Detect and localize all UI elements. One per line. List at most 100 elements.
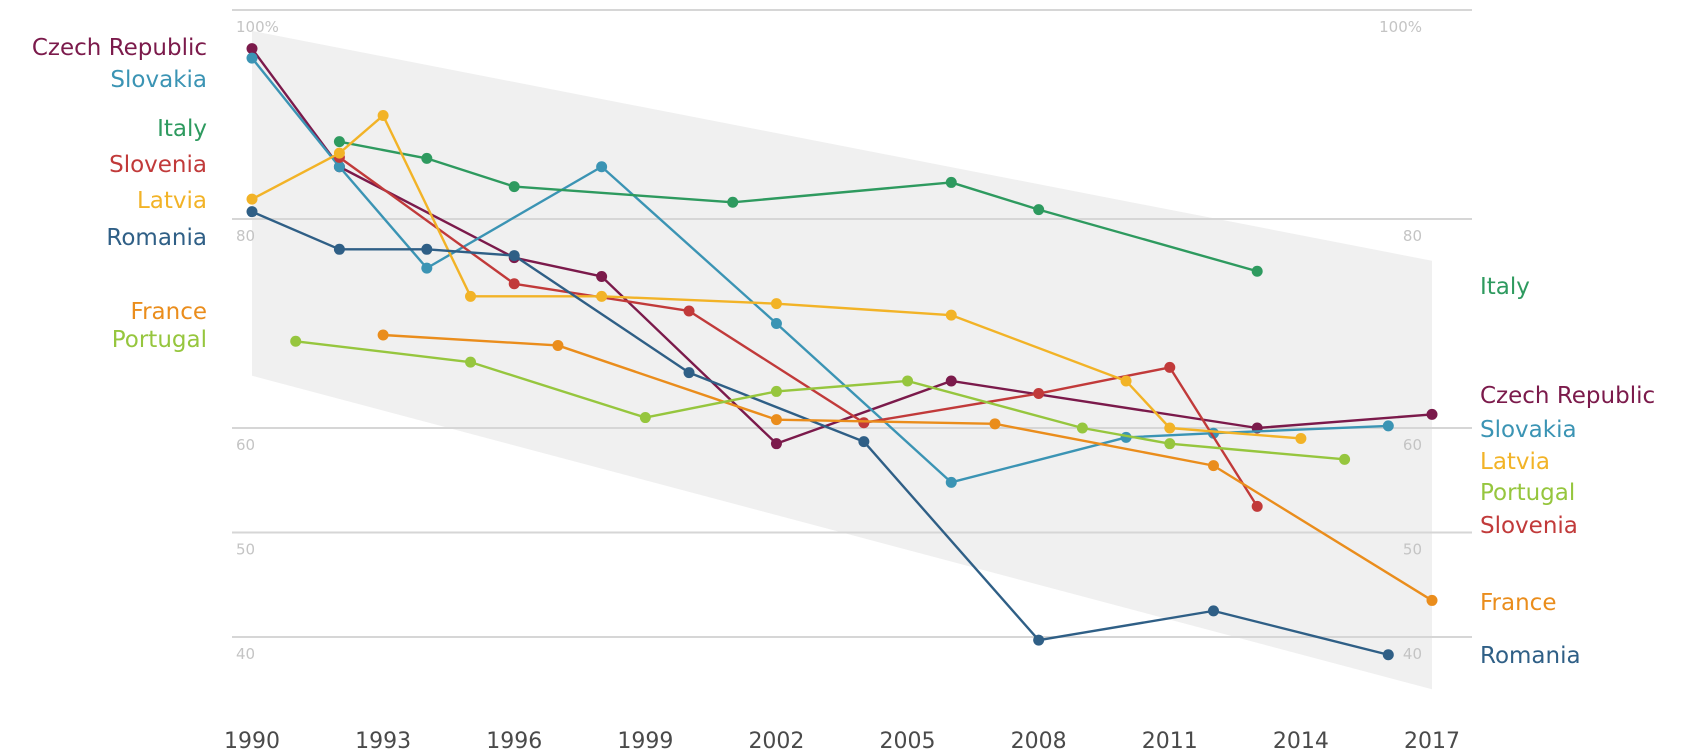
y-tick-right-60: 60 — [1403, 436, 1422, 454]
data-point-slovenia-2004 — [858, 417, 870, 429]
right-label-romania: Romania — [1480, 643, 1581, 669]
left-label-czech-republic: Czech Republic — [32, 35, 207, 61]
series-line-portugal — [295, 340, 1345, 461]
data-point-romania-2012 — [1207, 605, 1219, 617]
y-tick-left-40: 40 — [236, 645, 255, 663]
x-tick-2008: 2008 — [1011, 729, 1067, 753]
series-line-france — [383, 333, 1433, 602]
data-point-czech-republic-2017 — [1426, 408, 1438, 420]
data-point-latvia-2006 — [945, 309, 957, 321]
data-point-romania-1990 — [246, 206, 258, 218]
series-latvia — [246, 110, 1307, 444]
data-point-portugal-2005 — [902, 375, 914, 387]
left-label-france: France — [131, 299, 207, 325]
data-point-romania-1996 — [508, 250, 520, 262]
data-point-italy-2013 — [1251, 265, 1263, 277]
x-tick-2002: 2002 — [748, 729, 804, 753]
x-tick-2014: 2014 — [1273, 729, 1329, 753]
x-tick-2017: 2017 — [1404, 729, 1460, 753]
data-point-romania-1994 — [421, 243, 433, 255]
data-point-slovenia-2008 — [1033, 388, 1045, 400]
x-tick-1999: 1999 — [617, 729, 673, 753]
y-tick-right-80: 80 — [1403, 227, 1422, 245]
y-axis-tick-labels: 100% 100% 80 80 60 60 50 50 40 40 — [236, 18, 1422, 663]
data-point-portugal-1995 — [465, 356, 477, 368]
data-point-slovenia-2011 — [1164, 361, 1176, 373]
data-point-france-1997 — [552, 339, 564, 351]
data-point-france-1993 — [377, 329, 389, 341]
x-tick-1996: 1996 — [486, 729, 542, 753]
data-point-portugal-2009 — [1076, 422, 1088, 434]
data-point-italy-1996 — [508, 181, 520, 193]
data-point-romania-1992 — [333, 243, 345, 255]
right-label-latvia: Latvia — [1480, 449, 1550, 475]
data-point-czech-republic-1998 — [596, 270, 608, 282]
left-label-romania: Romania — [106, 225, 207, 251]
data-point-latvia-1998 — [596, 290, 608, 302]
data-point-czech-republic-2002 — [770, 438, 782, 450]
data-point-romania-2016 — [1382, 649, 1394, 661]
data-point-portugal-1991 — [290, 335, 302, 347]
country-labels: Czech Republic Slovakia Italy Slovenia Latvi… — [32, 35, 1655, 669]
data-point-slovakia-1998 — [596, 161, 608, 173]
right-label-slovenia: Slovenia — [1480, 513, 1578, 539]
data-point-portugal-2015 — [1339, 453, 1351, 465]
series-slovenia — [333, 151, 1263, 512]
data-point-slovakia-2006 — [945, 476, 957, 488]
x-tick-2011: 2011 — [1142, 729, 1198, 753]
left-label-italy: Italy — [157, 116, 207, 142]
y-tick-left-60: 60 — [236, 436, 255, 454]
data-point-france-2002 — [770, 414, 782, 426]
left-label-slovenia: Slovenia — [109, 152, 207, 178]
x-axis-tick-labels: 1990 1993 1996 1999 2002 2005 2008 2011 2014 2017 — [224, 729, 1460, 753]
series-france — [377, 329, 1438, 606]
left-label-portugal: Portugal — [112, 327, 207, 353]
data-point-latvia-2011 — [1164, 422, 1176, 434]
data-point-latvia-1990 — [246, 193, 258, 205]
data-point-france-2017 — [1426, 594, 1438, 606]
series-line-latvia — [251, 114, 1301, 440]
range-band — [252, 30, 1432, 690]
data-point-romania-2004 — [858, 436, 870, 448]
data-point-slovakia-1992 — [333, 161, 345, 173]
range-band-shape — [252, 30, 1432, 690]
left-label-latvia: Latvia — [137, 188, 207, 214]
data-point-slovakia-2002 — [770, 318, 782, 329]
y-tick-left-100: 100% — [236, 18, 279, 36]
right-label-slovakia: Slovakia — [1480, 417, 1577, 443]
series-italy — [333, 136, 1263, 277]
data-point-latvia-1995 — [465, 290, 477, 302]
data-point-latvia-2002 — [770, 298, 782, 310]
series-portugal — [290, 335, 1351, 465]
data-point-slovakia-1994 — [421, 262, 433, 274]
y-tick-right-40: 40 — [1403, 645, 1422, 663]
series-line-czech-republic — [251, 47, 1433, 445]
right-label-czech-republic: Czech Republic — [1480, 383, 1655, 409]
y-tick-left-50: 50 — [236, 541, 255, 559]
right-label-france: France — [1480, 590, 1556, 616]
series-romania — [246, 206, 1394, 661]
x-tick-2005: 2005 — [880, 729, 936, 753]
data-point-latvia-1993 — [377, 110, 389, 122]
data-point-italy-2001 — [727, 196, 739, 208]
data-point-latvia-2014 — [1295, 432, 1307, 444]
data-point-latvia-1992 — [333, 147, 345, 159]
data-point-portugal-2002 — [770, 385, 782, 397]
data-point-slovenia-2000 — [683, 305, 695, 317]
data-point-czech-republic-2006 — [945, 375, 957, 387]
data-point-italy-2006 — [945, 176, 957, 188]
data-point-slovenia-2013 — [1251, 500, 1263, 512]
data-point-italy-1994 — [421, 152, 433, 164]
series-slovakia — [246, 52, 1394, 488]
y-tick-right-100: 100% — [1379, 18, 1422, 36]
data-point-portugal-1999 — [639, 412, 651, 424]
right-label-portugal: Portugal — [1480, 480, 1575, 506]
data-point-france-2007 — [989, 418, 1001, 430]
data-point-latvia-2010 — [1120, 375, 1132, 387]
data-point-romania-2000 — [683, 367, 695, 379]
y-tick-right-50: 50 — [1403, 541, 1422, 559]
data-point-portugal-2011 — [1164, 438, 1176, 450]
data-point-romania-2008 — [1033, 634, 1045, 646]
data-point-czech-republic-1990 — [246, 43, 258, 55]
